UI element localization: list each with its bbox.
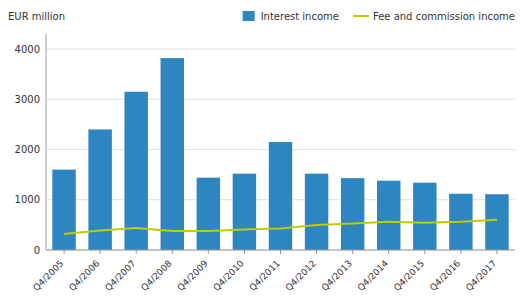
legend-swatch	[243, 11, 255, 21]
grid-line	[46, 49, 515, 50]
grid-line	[46, 99, 515, 100]
x-tick-label: Q4/2008	[139, 258, 174, 293]
legend-item: Fee and commission income	[353, 11, 515, 22]
x-tick	[424, 250, 425, 254]
y-tick-label: 4000	[15, 44, 40, 55]
bar	[305, 174, 328, 250]
legend: Interest income Fee and commission income	[243, 11, 515, 22]
y-axis-label: EUR million	[8, 11, 65, 22]
x-tick	[496, 250, 497, 254]
x-tick-label: Q4/2014	[356, 258, 391, 293]
x-tick	[352, 250, 353, 254]
x-tick	[460, 250, 461, 254]
x-tick	[100, 250, 101, 254]
bar	[197, 178, 220, 250]
x-tick-label: Q4/2015	[392, 258, 426, 292]
x-tick-label: Q4/2006	[67, 258, 102, 293]
chart-container: 01000200030004000Q4/2005Q4/2006Q4/2007Q4…	[0, 0, 529, 302]
bar	[413, 183, 436, 250]
chart: 01000200030004000Q4/2005Q4/2006Q4/2007Q4…	[0, 0, 529, 302]
x-tick-label: Q4/2013	[320, 258, 354, 292]
x-tick	[172, 250, 173, 254]
x-tick	[136, 250, 137, 254]
x-tick	[316, 250, 317, 254]
x-tick-label: Q4/2011	[247, 258, 281, 292]
legend-swatch	[353, 15, 369, 17]
legend-item: Interest income	[243, 11, 339, 22]
bar	[161, 58, 184, 250]
y-tick-label: 3000	[15, 94, 40, 105]
y-axis-line	[46, 34, 47, 250]
x-tick-label: Q4/2010	[211, 258, 246, 293]
y-tick-label: 0	[34, 245, 40, 256]
x-tick	[64, 250, 65, 254]
x-tick-label: Q4/2007	[103, 258, 137, 292]
x-tick	[244, 250, 245, 254]
bar	[341, 178, 364, 250]
grid	[46, 49, 515, 250]
x-tick-label: Q4/2009	[175, 258, 210, 293]
x-tick	[280, 250, 281, 254]
bar	[233, 174, 256, 250]
bar	[124, 92, 147, 250]
plot-area	[52, 58, 508, 250]
x-tick-label: Q4/2016	[428, 258, 463, 293]
line	[64, 220, 497, 234]
bar	[52, 170, 75, 250]
y-tick-label: 1000	[15, 194, 40, 205]
y-tick-label: 2000	[15, 144, 40, 155]
bar	[269, 142, 292, 250]
x-tick-label: Q4/2005	[31, 258, 65, 292]
bar	[377, 181, 400, 250]
x-tick-label: Q4/2017	[464, 258, 498, 292]
legend-label: Fee and commission income	[373, 11, 515, 22]
bar	[485, 194, 508, 250]
x-tick-label: Q4/2012	[284, 258, 318, 292]
x-tick	[388, 250, 389, 254]
legend-label: Interest income	[261, 11, 339, 22]
x-tick	[208, 250, 209, 254]
